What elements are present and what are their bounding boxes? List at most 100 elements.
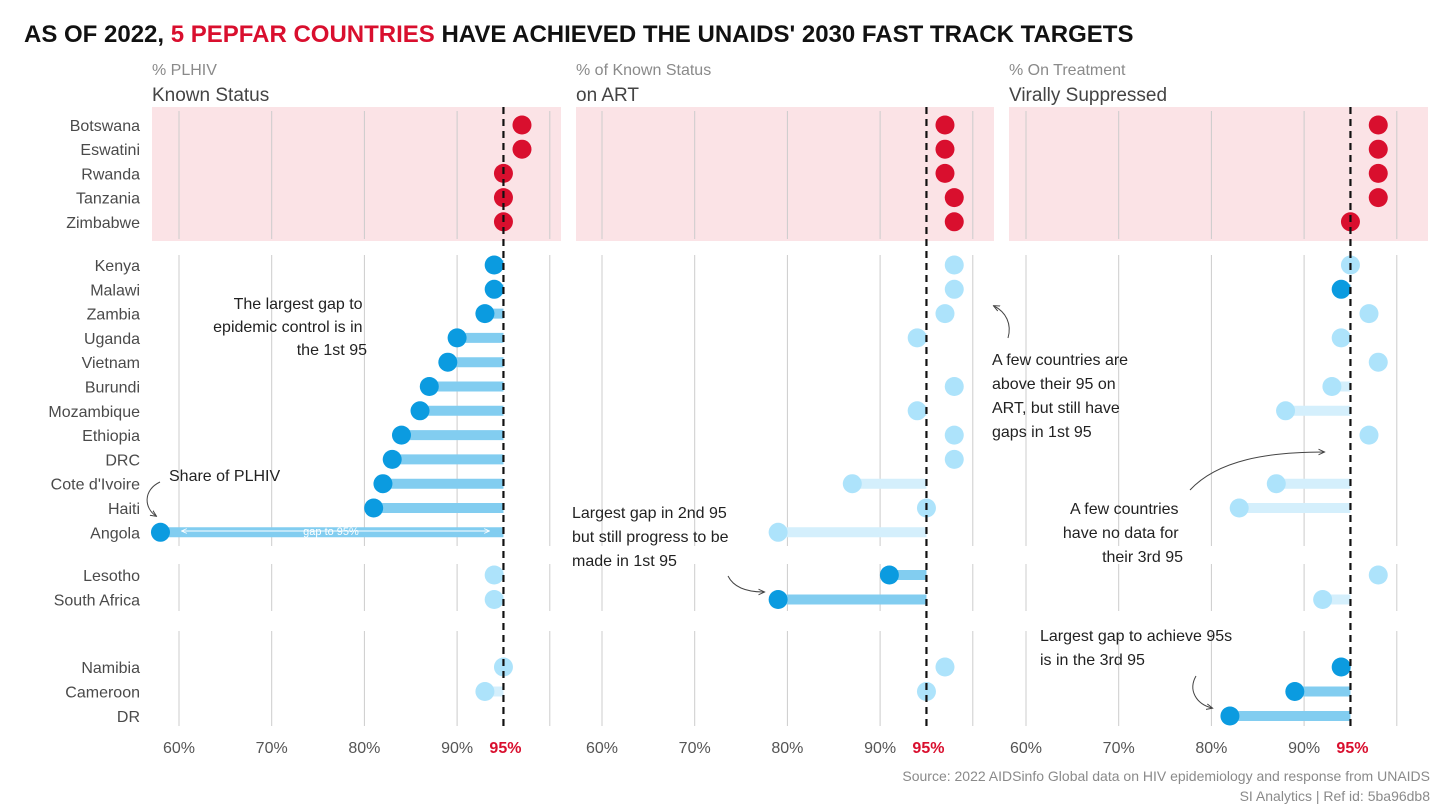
dot-namibia: [1331, 657, 1351, 677]
dot-botswana: [1368, 115, 1388, 135]
annotation-largest-gap-1st: The largest gap to epidemic control is i…: [213, 296, 367, 359]
annotation-line: A few countries are: [992, 352, 1128, 369]
dot-uganda: [907, 328, 927, 348]
dot-kenya: [484, 255, 504, 275]
annotation-line: the 1st 95: [297, 342, 367, 359]
annotation-line: but still progress to be: [572, 529, 729, 546]
arrow-share-plhiv: [146, 481, 161, 516]
title-suffix: HAVE ACHIEVED THE UNAIDS' 2030 FAST TRAC…: [435, 21, 1134, 48]
country-label-botswana: Botswana: [70, 118, 140, 135]
annotation-above-on-art: A few countries are above their 95 on AR…: [992, 352, 1133, 441]
dot-lesotho: [1368, 565, 1388, 585]
dot-dr: [1220, 706, 1240, 726]
dot-uganda: [1331, 328, 1351, 348]
country-label-dr: DR: [117, 709, 140, 726]
dot-cameroon: [916, 682, 936, 701]
achieved-band: [576, 107, 994, 241]
x-tick-label: 60%: [1010, 740, 1042, 757]
dot-eswatini: [935, 139, 955, 159]
country-label-south-africa: South Africa: [54, 593, 140, 610]
x-tick-label: 80%: [348, 740, 380, 757]
x-tick-label: 90%: [1288, 740, 1320, 757]
annotation-line: Largest gap in 2nd 95: [572, 505, 727, 522]
annotation-largest-gap-3rd: Largest gap to achieve 95s is in the 3rd…: [1040, 628, 1237, 669]
dot-vietnam: [1368, 352, 1388, 372]
country-label-haiti: Haiti: [108, 501, 140, 518]
panel-subtitle: % On Treatment: [1009, 62, 1126, 79]
dot-tanzania: [944, 188, 964, 208]
dot-cote-d-ivoire: [373, 474, 393, 494]
dot-south-africa: [1313, 590, 1333, 609]
dot-cameroon: [475, 682, 495, 701]
x-tick-label: 80%: [771, 740, 803, 757]
arrow-largest-gap-3rd: [1192, 675, 1212, 708]
achieved-band: [1009, 107, 1428, 241]
annotation-line: epidemic control is in: [213, 319, 362, 336]
source-line-1: Source: 2022 AIDSinfo Global data on HIV…: [902, 768, 1430, 784]
dot-ethiopia: [1359, 425, 1379, 445]
dot-mozambique: [1276, 401, 1296, 421]
dot-angola: [150, 522, 170, 542]
dot-ethiopia: [391, 425, 411, 445]
dot-namibia: [493, 657, 513, 677]
x-tick-label-target: 95%: [1336, 740, 1368, 757]
title-highlight: 5 PEPFAR COUNTRIES: [171, 21, 435, 48]
x-tick-label: 90%: [441, 740, 473, 757]
arrow-no-data-3rd: [1189, 452, 1324, 491]
panel-heading: Virally Suppressed: [1009, 85, 1167, 106]
annotation-line: gaps in 1st 95: [992, 424, 1092, 441]
dot-zambia: [935, 304, 955, 324]
country-label-ethiopia: Ethiopia: [82, 428, 140, 445]
annotation-line: The largest gap to: [234, 296, 363, 313]
dot-cote-d-ivoire: [1266, 474, 1286, 494]
dot-eswatini: [1368, 139, 1388, 159]
dot-cameroon: [1285, 682, 1305, 701]
country-label-tanzania: Tanzania: [76, 191, 140, 208]
dot-haiti: [1229, 498, 1249, 518]
dot-haiti: [364, 498, 384, 518]
arrow-largest-gap-2nd: [727, 575, 764, 592]
annotations: The largest gap to epidemic control is i…: [146, 296, 1324, 708]
annotation-line: is in the 3rd 95: [1040, 652, 1145, 669]
dot-vietnam: [438, 352, 458, 372]
dot-mozambique: [410, 401, 430, 421]
dot-eswatini: [512, 139, 532, 159]
dot-lesotho: [879, 565, 899, 585]
chart-marks: [150, 107, 1388, 730]
dot-south-africa: [768, 590, 788, 609]
dot-mozambique: [907, 401, 927, 421]
x-tick-label: 80%: [1195, 740, 1227, 757]
annotation-line: have no data for: [1063, 525, 1179, 542]
dot-malawi: [944, 279, 964, 299]
dot-south-africa: [484, 590, 504, 609]
dot-angola: [768, 522, 788, 542]
achieved-bands: [152, 107, 1428, 241]
panel-subtitle: % PLHIV: [152, 62, 217, 79]
source-line-2: SI Analytics | Ref id: 5ba96db8: [1240, 788, 1431, 804]
country-label-kenya: Kenya: [95, 258, 140, 275]
country-label-lesotho: Lesotho: [83, 568, 140, 585]
x-tick-label-target: 95%: [912, 740, 944, 757]
dot-rwanda: [935, 163, 955, 183]
dot-uganda: [447, 328, 467, 348]
panel-heading: on ART: [576, 85, 639, 106]
grid-lines: [178, 111, 1398, 726]
dot-zimbabwe: [944, 212, 964, 232]
x-tick-label: 70%: [679, 740, 711, 757]
chart-title: AS OF 2022, 5 PEPFAR COUNTRIES HAVE ACHI…: [24, 21, 1133, 48]
x-tick-label: 90%: [864, 740, 896, 757]
title-prefix: AS OF 2022,: [24, 21, 171, 48]
country-label-vietnam: Vietnam: [82, 355, 140, 372]
annotation-no-data-3rd: A few countries have no data for their 3…: [1063, 501, 1183, 566]
dot-zambia: [475, 304, 495, 324]
dot-burundi: [944, 377, 964, 396]
x-tick-label: 70%: [256, 740, 288, 757]
dot-malawi: [1331, 279, 1351, 299]
dot-botswana: [512, 115, 532, 135]
dot-zambia: [1359, 304, 1379, 324]
x-tick-label-target: 95%: [489, 740, 521, 757]
arrow-above-on-art: [994, 306, 1010, 339]
annotation-share-plhiv: Share of PLHIV: [169, 468, 281, 485]
achieved-band: [152, 107, 561, 241]
